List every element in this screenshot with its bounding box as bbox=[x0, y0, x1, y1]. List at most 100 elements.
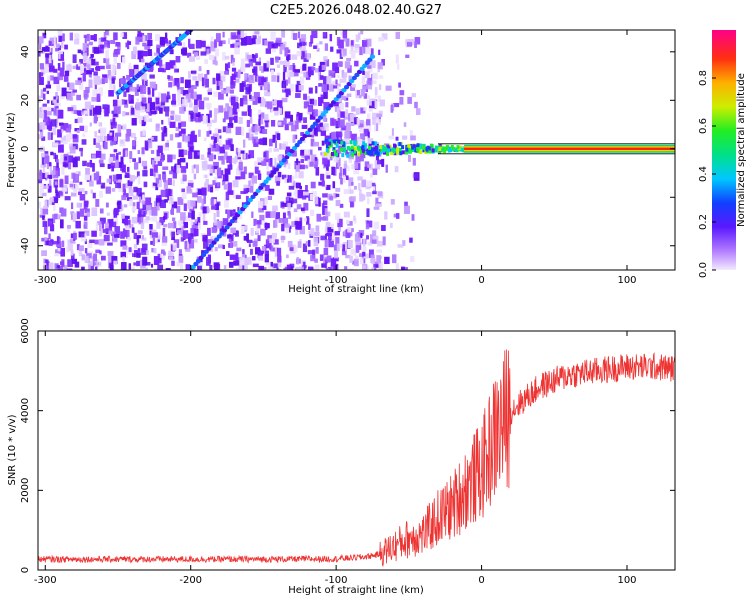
noise-cell bbox=[69, 32, 73, 41]
noise-cell bbox=[373, 206, 380, 210]
noise-cell bbox=[377, 62, 381, 69]
noise-cell bbox=[47, 219, 54, 227]
noise-cell bbox=[146, 203, 152, 210]
noise-cell bbox=[45, 240, 51, 246]
noise-cell bbox=[394, 166, 399, 173]
noise-cell bbox=[275, 38, 282, 46]
noise-cell bbox=[38, 50, 41, 57]
noise-cell bbox=[363, 46, 366, 54]
noise-cell bbox=[357, 176, 363, 181]
noise-cell bbox=[351, 133, 357, 141]
noise-cell bbox=[385, 164, 388, 173]
track-point bbox=[263, 179, 269, 184]
noise-cell bbox=[111, 231, 117, 236]
noise-cell bbox=[218, 105, 224, 113]
noise-cell bbox=[230, 144, 234, 152]
noise-cell bbox=[210, 36, 214, 45]
noise-cell bbox=[350, 45, 354, 52]
noise-cell bbox=[381, 225, 386, 231]
noise-cell bbox=[191, 130, 195, 139]
noise-cell bbox=[257, 96, 262, 104]
noise-cell bbox=[351, 164, 355, 170]
noise-cell bbox=[304, 149, 311, 156]
noise-cell bbox=[90, 35, 96, 41]
noise-cell bbox=[60, 137, 65, 144]
noise-cell bbox=[231, 73, 236, 81]
noise-cell bbox=[50, 170, 56, 176]
noise-cell bbox=[284, 159, 289, 165]
noise-cell bbox=[232, 57, 235, 63]
noise-cell bbox=[84, 239, 87, 245]
noise-cell bbox=[351, 228, 354, 232]
noise-cell bbox=[260, 220, 266, 226]
noise-cell bbox=[222, 118, 226, 123]
noise-cell bbox=[208, 55, 215, 60]
noise-cell bbox=[355, 89, 358, 99]
noise-cell bbox=[229, 261, 234, 268]
noise-cell bbox=[376, 113, 382, 118]
noise-cell bbox=[281, 223, 285, 232]
noise-cell bbox=[376, 249, 383, 253]
noise-cell bbox=[235, 126, 242, 135]
carrier-speckle bbox=[391, 147, 395, 152]
noise-cell bbox=[292, 180, 296, 187]
noise-cell bbox=[82, 160, 87, 167]
noise-cell bbox=[89, 239, 95, 244]
noise-cell bbox=[212, 180, 216, 186]
carrier-speckle bbox=[459, 145, 463, 150]
noise-cell bbox=[144, 44, 151, 50]
noise-cell bbox=[368, 138, 374, 143]
carrier-speckle bbox=[382, 148, 386, 153]
noise-cell bbox=[112, 123, 117, 129]
noise-cell bbox=[38, 201, 42, 209]
noise-cell bbox=[190, 216, 194, 226]
spectrogram-xtick-label: -200 bbox=[179, 275, 202, 286]
noise-cell bbox=[44, 200, 48, 210]
noise-cell bbox=[182, 174, 187, 182]
noise-cell bbox=[315, 225, 320, 232]
noise-cell bbox=[238, 161, 243, 171]
noise-cell bbox=[265, 184, 270, 191]
noise-cell bbox=[230, 54, 234, 64]
noise-cell bbox=[74, 33, 80, 39]
noise-cell bbox=[331, 223, 334, 229]
noise-cell bbox=[57, 109, 64, 119]
noise-cell bbox=[181, 192, 187, 200]
noise-cell bbox=[276, 133, 281, 141]
noise-cell bbox=[82, 133, 86, 137]
noise-cell bbox=[350, 50, 356, 59]
noise-cell bbox=[322, 200, 328, 206]
noise-cell bbox=[49, 37, 54, 42]
noise-cell bbox=[96, 65, 101, 71]
noise-cell bbox=[107, 254, 112, 263]
noise-cell bbox=[152, 237, 155, 246]
noise-cell bbox=[98, 129, 102, 133]
noise-cell bbox=[346, 57, 351, 62]
noise-cell bbox=[88, 264, 91, 270]
noise-cell bbox=[248, 128, 252, 137]
noise-cell bbox=[213, 154, 217, 160]
noise-cell bbox=[309, 112, 316, 120]
noise-cell bbox=[67, 243, 73, 252]
noise-cell bbox=[93, 71, 98, 76]
noise-cell bbox=[135, 102, 141, 111]
carrier-speckle bbox=[393, 151, 397, 156]
noise-cell bbox=[285, 227, 289, 234]
noise-cell bbox=[367, 67, 373, 73]
noise-cell bbox=[392, 254, 397, 264]
noise-cell bbox=[307, 250, 314, 255]
noise-cell bbox=[305, 185, 308, 191]
noise-cell bbox=[195, 80, 199, 87]
noise-cell bbox=[265, 181, 268, 189]
noise-cell bbox=[313, 237, 319, 247]
track-point bbox=[362, 63, 368, 69]
noise-cell bbox=[271, 119, 276, 127]
noise-cell bbox=[45, 259, 49, 267]
noise-cell bbox=[281, 30, 286, 38]
noise-cell bbox=[367, 197, 370, 205]
noise-cell bbox=[48, 185, 52, 193]
noise-cell bbox=[176, 82, 180, 88]
noise-cell bbox=[274, 157, 277, 167]
track-point bbox=[224, 225, 230, 230]
noise-cell bbox=[297, 31, 301, 39]
